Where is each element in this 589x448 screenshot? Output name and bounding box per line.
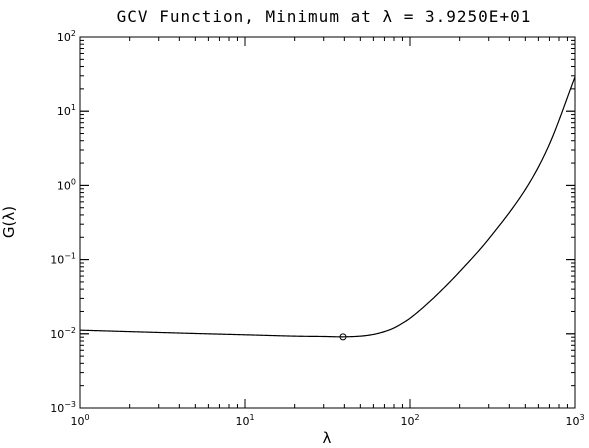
x-tick-label: 102 xyxy=(400,413,419,428)
x-axis-label: λ xyxy=(323,429,332,447)
y-tick-labels: 10−3 10−2 10−1 100 101 102 xyxy=(50,29,76,415)
minimum-marker xyxy=(339,333,347,341)
y-tick-label: 10−3 xyxy=(50,400,76,415)
y-tick-label: 100 xyxy=(57,177,76,192)
x-tick-labels: 100 101 102 103 xyxy=(70,413,584,428)
axis-ticks xyxy=(79,36,576,409)
y-tick-label: 102 xyxy=(57,29,76,44)
chart-title: GCV Function, Minimum at λ = 3.9250E+01 xyxy=(117,7,532,26)
plot-frame xyxy=(79,36,576,409)
x-tick-label: 101 xyxy=(235,413,254,428)
y-tick-label: 10−1 xyxy=(50,252,76,267)
y-tick-label: 101 xyxy=(57,103,76,118)
gcv-curve xyxy=(79,76,576,338)
y-axis-label: G(λ) xyxy=(0,206,18,238)
x-tick-label: 100 xyxy=(70,413,89,428)
y-tick-label: 10−2 xyxy=(50,326,76,341)
plot-area-border xyxy=(79,36,576,409)
x-tick-label: 103 xyxy=(565,413,584,428)
